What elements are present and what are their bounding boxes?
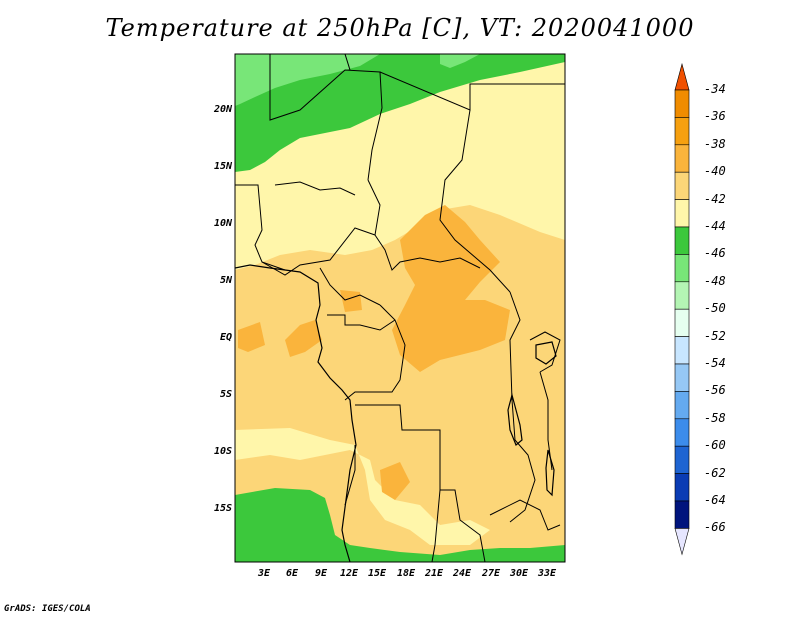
colorbar-swatch	[674, 336, 690, 365]
field-m38-central	[392, 205, 510, 372]
colorbar-label: -36	[704, 109, 726, 124]
field-m38-west	[238, 322, 265, 352]
coastline	[235, 264, 357, 562]
lat-label: EQ	[219, 332, 232, 343]
colorbar-swatch	[674, 363, 690, 392]
field-m44-south	[235, 488, 565, 562]
lake-tanganyika	[507, 392, 523, 446]
colorbar-swatch	[674, 473, 690, 502]
colorbar-swatch	[674, 308, 690, 337]
lon-label: 3E	[257, 568, 271, 579]
colorbar-label: -64	[704, 493, 726, 507]
colorbar-label: -60	[704, 438, 726, 453]
lon-label: 18E	[396, 568, 416, 579]
field-m44-north	[235, 54, 565, 172]
colorbar-label: -48	[704, 273, 726, 288]
colorbar-label: -38	[704, 136, 726, 151]
lon-label: 24E	[452, 568, 472, 579]
map-title: Temperature at 250hPa [C], VT: 202004100…	[105, 14, 695, 42]
field-m46-north	[235, 54, 380, 106]
lon-label: 6E	[285, 568, 299, 579]
map-plot-area	[235, 54, 565, 562]
lat-label: 10N	[213, 218, 232, 229]
colorbar-label: -66	[704, 520, 726, 535]
colorbar-swatch	[674, 117, 690, 146]
lon-label: 9E	[314, 568, 328, 579]
country-borders	[235, 54, 565, 562]
colorbar-bottom-arrow	[674, 528, 690, 556]
colorbar-swatch	[674, 226, 690, 255]
colorbar-top-arrow	[674, 62, 690, 91]
colorbar-label: -50	[704, 301, 726, 316]
colorbar-swatch	[674, 391, 690, 420]
plot-frame	[234, 53, 566, 563]
colorbar-swatch	[674, 418, 690, 447]
lat-label: 10S	[213, 446, 232, 457]
colorbar-swatch	[674, 144, 690, 173]
lake-malawi	[545, 449, 555, 497]
lon-label: 12E	[339, 568, 359, 579]
colorbar-label: -42	[704, 191, 726, 206]
lon-label: 33E	[537, 568, 557, 579]
colorbar-label: -34	[704, 82, 726, 96]
field-m46-ne	[440, 54, 480, 68]
lon-label: 27E	[481, 568, 501, 579]
colorbar-swatch	[674, 500, 690, 529]
colorbar-swatch	[674, 89, 690, 118]
colorbar-swatch	[674, 445, 690, 474]
lat-label: 5N	[219, 275, 232, 286]
lon-label: 15E	[367, 568, 387, 579]
field-m38-mid	[340, 290, 362, 312]
lat-label: 15S	[213, 503, 232, 514]
colorbar-label: -58	[704, 410, 726, 425]
lake-victoria	[535, 341, 557, 365]
colorbar-swatch	[674, 281, 690, 310]
colorbar-swatch	[674, 171, 690, 200]
field-m42-south	[235, 428, 490, 545]
field-m38-coast	[285, 320, 322, 357]
lat-label: 15N	[213, 161, 232, 172]
colorbar-label: -56	[704, 383, 726, 398]
colorbar-swatch	[674, 254, 690, 283]
colorbar-label: -52	[704, 328, 726, 343]
field-m38-south	[380, 462, 410, 500]
lat-label: 5S	[219, 389, 232, 400]
colorbar	[674, 62, 690, 556]
colorbar-label: -40	[704, 164, 726, 179]
lat-label: 20N	[213, 104, 232, 115]
colorbar-label: -54	[704, 356, 726, 370]
lon-label: 21E	[424, 568, 444, 579]
colorbar-label: -62	[704, 465, 726, 480]
colorbar-label: -44	[704, 219, 726, 233]
lon-label: 30E	[509, 568, 529, 579]
colorbar-swatch	[674, 199, 690, 228]
grads-credit: GrADS: IGES/COLA	[4, 604, 91, 614]
colorbar-label: -46	[704, 246, 726, 261]
